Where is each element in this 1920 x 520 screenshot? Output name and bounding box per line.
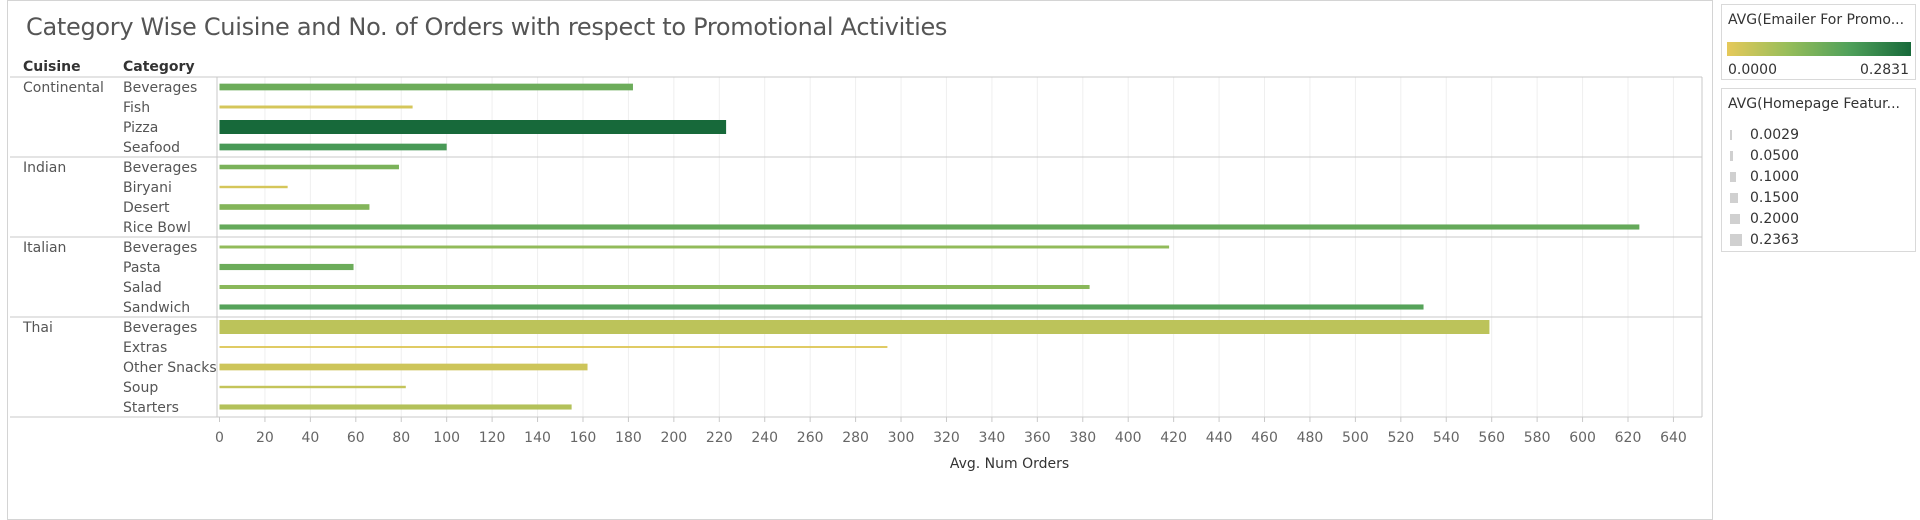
- x-tick-label: 220: [706, 430, 733, 446]
- category-label: Desert: [123, 200, 170, 216]
- x-tick-label: 160: [570, 430, 597, 446]
- bar: [219, 143, 447, 151]
- bar: [219, 105, 413, 109]
- x-tick-label: 320: [933, 430, 960, 446]
- cuisine-label: Indian: [23, 160, 66, 176]
- x-tick-label: 360: [1024, 430, 1051, 446]
- category-label: Biryani: [123, 180, 172, 196]
- size-legend-label: 0.2363: [1750, 232, 1799, 248]
- x-tick-label: 580: [1524, 430, 1551, 446]
- size-legend-mark: [1730, 214, 1740, 224]
- x-tick-label: 260: [797, 430, 824, 446]
- size-legend-label: 0.0500: [1750, 148, 1799, 164]
- x-tick-label: 540: [1433, 430, 1460, 446]
- size-legend-mark: [1730, 151, 1733, 161]
- bar: [219, 185, 288, 189]
- x-tick-label: 180: [615, 430, 642, 446]
- size-legend-label: 0.1500: [1750, 190, 1799, 206]
- x-tick-label: 600: [1569, 430, 1596, 446]
- bar: [219, 83, 633, 91]
- color-legend[interactable]: AVG(Emailer For Promo... 0.0000 0.2831: [1721, 4, 1916, 80]
- cuisine-label: Continental: [23, 80, 104, 96]
- x-tick-label: 520: [1387, 430, 1414, 446]
- x-tick-label: 280: [842, 430, 869, 446]
- x-tick-label: 120: [479, 430, 506, 446]
- row-header-category: Category: [123, 59, 195, 75]
- x-axis-label: Avg. Num Orders: [950, 456, 1069, 472]
- x-tick-label: 560: [1478, 430, 1505, 446]
- bar: [219, 385, 406, 389]
- category-label: Rice Bowl: [123, 220, 191, 236]
- category-label: Seafood: [123, 140, 180, 156]
- bar: [219, 346, 888, 348]
- bar: [219, 164, 399, 170]
- category-label: Salad: [123, 280, 162, 296]
- category-label: Pizza: [123, 120, 158, 136]
- x-tick-label: 500: [1342, 430, 1369, 446]
- bar: [219, 263, 354, 271]
- color-ramp: [1727, 42, 1911, 56]
- bar: [219, 284, 1090, 290]
- x-tick-label: 20: [256, 430, 274, 446]
- bar: [219, 204, 370, 210]
- chart-title: Category Wise Cuisine and No. of Orders …: [26, 13, 948, 41]
- category-label: Sandwich: [123, 300, 190, 316]
- row-header-cuisine: Cuisine: [23, 59, 81, 75]
- size-legend-label: 0.1000: [1750, 169, 1799, 185]
- x-tick-label: 200: [660, 430, 687, 446]
- color-legend-title: AVG(Emailer For Promo...: [1728, 12, 1905, 28]
- size-legend-title: AVG(Homepage Featur...: [1728, 96, 1900, 112]
- category-label: Pasta: [123, 260, 161, 276]
- x-tick-label: 300: [888, 430, 915, 446]
- category-label: Extras: [123, 340, 167, 356]
- category-label: Fish: [123, 100, 150, 116]
- x-tick-label: 440: [1206, 430, 1233, 446]
- x-tick-label: 420: [1160, 430, 1187, 446]
- x-tick-label: 620: [1615, 430, 1642, 446]
- bar: [219, 320, 1490, 334]
- x-tick-label: 640: [1660, 430, 1687, 446]
- bar-chart: Cuisine Category Continental Beverages Fish P…: [10, 59, 1703, 472]
- x-tick-label: 380: [1069, 430, 1096, 446]
- category-label: Beverages: [123, 240, 197, 256]
- x-tick-label: 40: [301, 430, 319, 446]
- x-tick-label: 80: [392, 430, 410, 446]
- size-legend-label: 0.2000: [1750, 211, 1799, 227]
- color-min-label: 0.0000: [1728, 62, 1777, 78]
- category-label: Beverages: [123, 80, 197, 96]
- bar: [219, 224, 1640, 230]
- x-tick-label: 60: [347, 430, 365, 446]
- x-tick-label: 0: [215, 430, 224, 446]
- x-tick-label: 100: [433, 430, 460, 446]
- bar: [219, 363, 588, 371]
- size-legend-mark: [1730, 193, 1738, 203]
- size-legend[interactable]: AVG(Homepage Featur... 0.0029 0.0500 0.100…: [1721, 88, 1916, 252]
- category-label: Soup: [123, 380, 158, 396]
- x-tick-label: 460: [1251, 430, 1278, 446]
- size-legend-mark: [1730, 172, 1736, 182]
- size-legend-mark: [1730, 130, 1732, 140]
- size-legend-label: 0.0029: [1750, 127, 1799, 143]
- x-tick-label: 140: [524, 430, 551, 446]
- x-tick-label: 480: [1297, 430, 1324, 446]
- color-max-label: 0.2831: [1860, 62, 1909, 78]
- x-tick-label: 240: [751, 430, 778, 446]
- category-label: Other Snacks: [123, 360, 217, 376]
- bar: [219, 304, 1424, 310]
- bar: [219, 245, 1170, 249]
- cuisine-label: Thai: [22, 320, 53, 336]
- x-tick-label: 400: [1115, 430, 1142, 446]
- category-label: Beverages: [123, 160, 197, 176]
- bar: [219, 120, 727, 134]
- size-legend-mark: [1730, 234, 1742, 246]
- category-label: Beverages: [123, 320, 197, 336]
- x-tick-label: 340: [979, 430, 1006, 446]
- cuisine-label: Italian: [23, 240, 66, 256]
- bar: [219, 404, 572, 410]
- category-label: Starters: [123, 400, 179, 416]
